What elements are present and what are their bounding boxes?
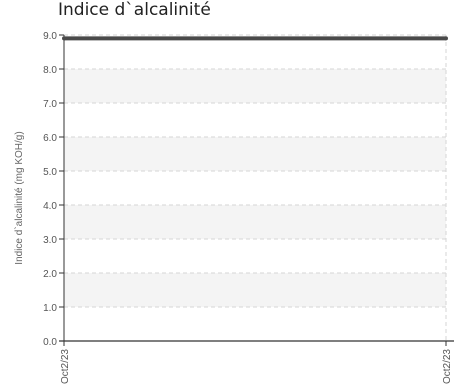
plot-band: [64, 69, 446, 103]
plot-band: [64, 273, 446, 307]
y-tick-label: 3.0: [43, 235, 57, 246]
data-point: [444, 36, 448, 41]
plot-band: [64, 137, 446, 171]
x-tick-label: Oct2/23: [60, 349, 71, 384]
y-axis-ticks: 0.0 1.0 2.0 3.0 4.0 5.0 6.0 7.0 8.0 9.0: [43, 31, 64, 348]
y-tick-label: 2.0: [43, 269, 57, 280]
y-tick-label: 0.0: [43, 337, 57, 348]
y-axis-title: Indice d`alcalinité (mg KOH/g): [13, 131, 25, 264]
y-tick-label: 9.0: [43, 31, 57, 42]
chart-title: Indice d`alcalinité: [58, 0, 211, 20]
series-group: [62, 36, 448, 41]
y-tick-label: 4.0: [43, 201, 57, 212]
plot-band: [64, 205, 446, 239]
y-tick-label: 6.0: [43, 133, 57, 144]
y-tick-label: 5.0: [43, 167, 57, 178]
x-axis-ticks: Oct2/23 Oct2/23: [60, 341, 453, 384]
x-tick-label: Oct2/23: [442, 349, 453, 384]
axes: [59, 35, 454, 342]
y-tick-label: 8.0: [43, 65, 57, 76]
y-tick-label: 1.0: [43, 303, 57, 314]
y-tick-label: 7.0: [43, 99, 57, 110]
data-point: [62, 36, 66, 41]
plot-bands: [64, 69, 446, 307]
